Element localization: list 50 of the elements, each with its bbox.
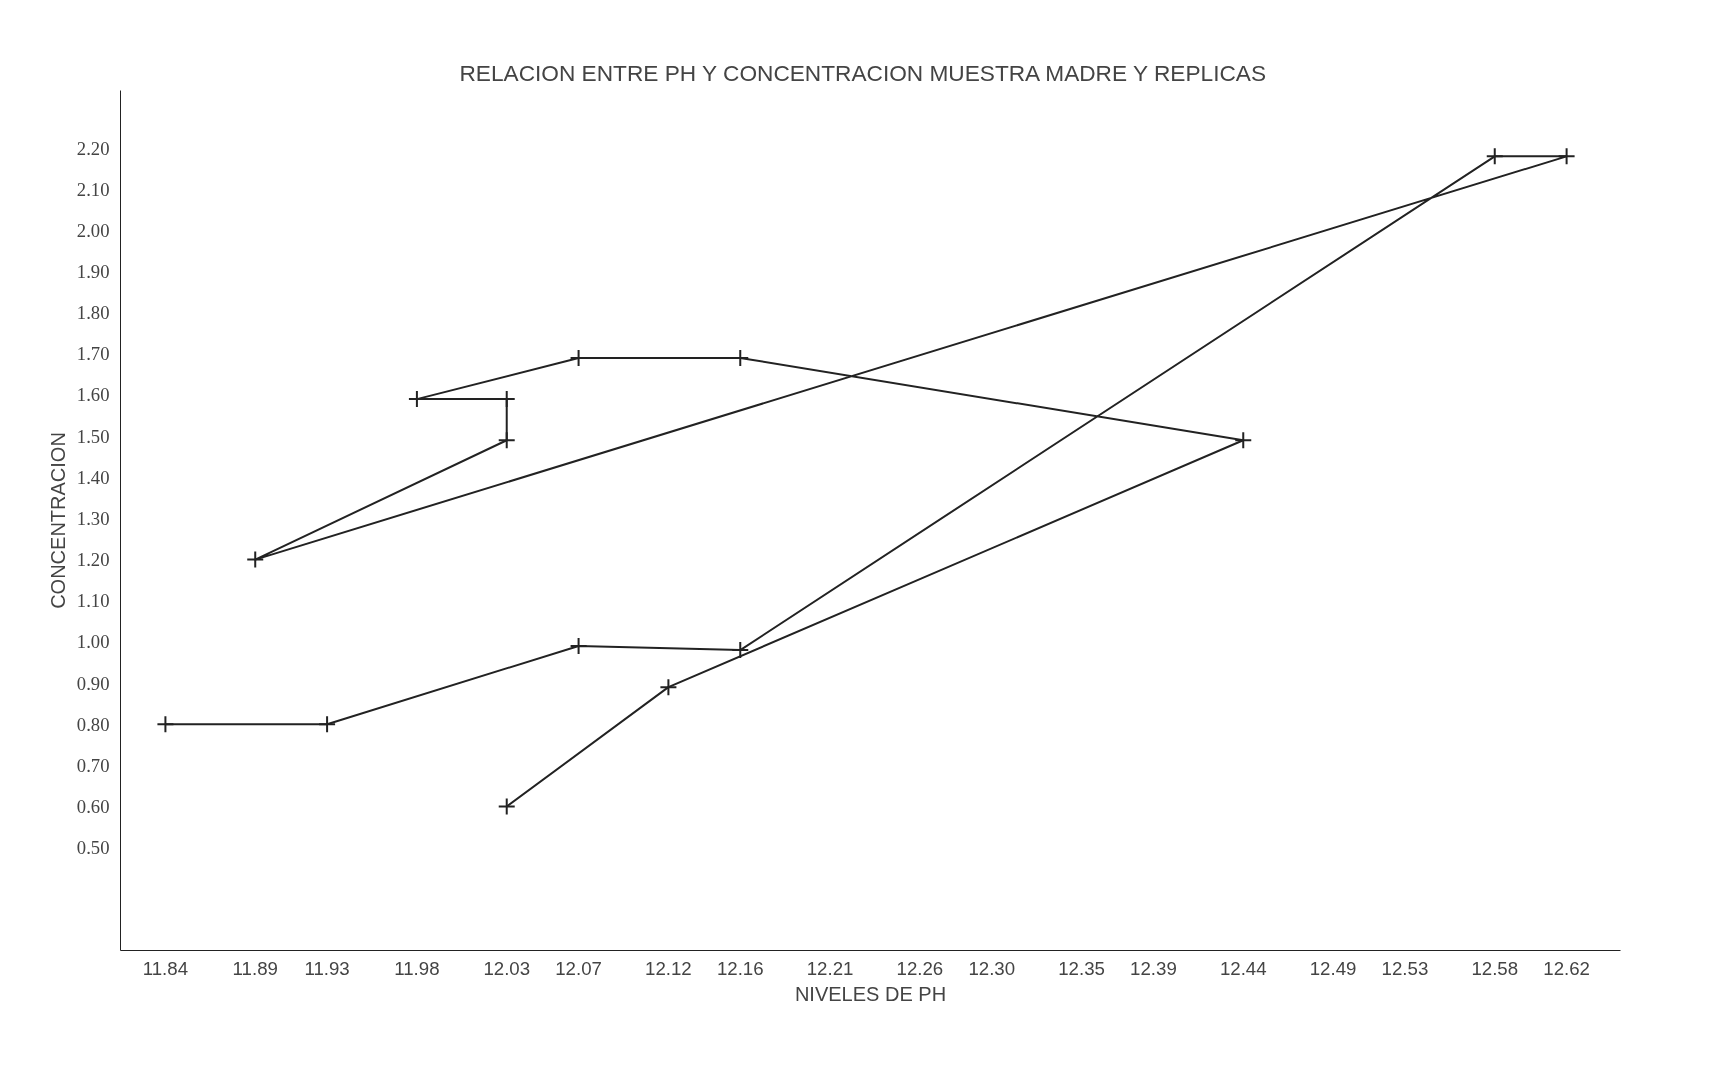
- point: [497, 797, 516, 816]
- point: [246, 550, 265, 569]
- point: [1485, 147, 1504, 166]
- y-tick-label: 1.40: [76, 466, 110, 488]
- y-tick-label: 1.30: [76, 507, 110, 529]
- y-tick-label: 2.10: [76, 178, 110, 200]
- point: [156, 715, 175, 734]
- x-tick-label: 12.07: [555, 957, 602, 979]
- y-tick-label: 1.20: [76, 549, 110, 571]
- point: [1234, 431, 1253, 450]
- y-tick-label: 0.60: [76, 795, 110, 817]
- y-tick-label: 2.20: [76, 137, 110, 159]
- x-tick-label: 12.62: [1543, 957, 1590, 979]
- y-tick-label: 1.60: [76, 384, 110, 406]
- y-tick-label: 1.10: [76, 590, 110, 612]
- x-tick-label: 12.39: [1130, 957, 1177, 979]
- x-tick-label: 12.44: [1219, 957, 1267, 979]
- y-tick-label: 1.90: [76, 261, 110, 283]
- y-tick-label: 1.80: [76, 302, 110, 324]
- chart-title: RELACION ENTRE PH Y CONCENTRACION MUESTRA MADRE Y REPLICAS: [459, 59, 1267, 86]
- x-tick-label: 12.16: [716, 957, 764, 979]
- x-tick-label: 12.21: [806, 957, 854, 979]
- point: [659, 678, 678, 697]
- point: [569, 637, 588, 655]
- y-tick-label: 0.80: [76, 713, 110, 735]
- y-tick-label: 0.90: [76, 672, 110, 694]
- x-tick-label: 11.84: [142, 957, 189, 979]
- x-tick-label: 12.12: [645, 957, 692, 979]
- y-tick-label: 0.70: [76, 754, 110, 776]
- y-axis-title: CONCENTRACION: [46, 432, 69, 609]
- x-tick-label: 12.26: [896, 957, 944, 979]
- x-tick-label: 12.30: [968, 957, 1016, 979]
- point: [497, 431, 516, 450]
- point: [318, 715, 337, 734]
- point: [731, 641, 750, 660]
- y-tick-label: 1.00: [76, 631, 110, 653]
- x-tick-label: 12.53: [1381, 957, 1429, 979]
- x-tick-label: 11.89: [232, 957, 278, 979]
- y-tick-label: 1.50: [76, 425, 110, 447]
- x-tick-label: 11.98: [394, 957, 440, 979]
- x-tick-label: 12.35: [1058, 957, 1105, 979]
- x-tick-label: 12.58: [1471, 957, 1519, 979]
- point: [1557, 147, 1576, 166]
- x-tick-label: 12.03: [483, 957, 531, 979]
- y-tick-label: 2.00: [76, 219, 110, 241]
- x-tick-label: 11.93: [304, 957, 350, 979]
- x-tick-label: 12.49: [1309, 957, 1357, 979]
- x-axis-title: NIVELES DE PH: [794, 982, 947, 1005]
- y-tick-label: 1.70: [76, 343, 110, 365]
- y-tick-label: 0.50: [76, 837, 110, 859]
